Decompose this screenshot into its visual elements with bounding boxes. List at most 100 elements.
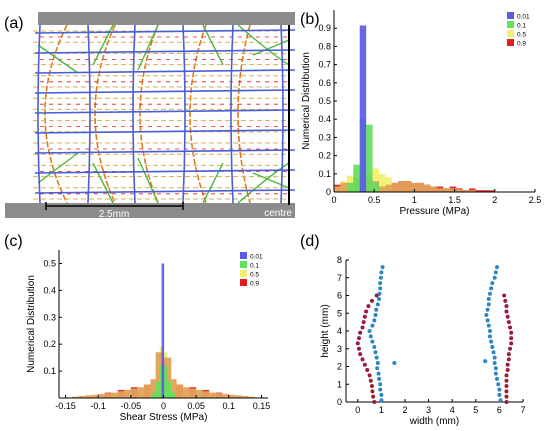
legend-swatch [507, 21, 514, 28]
scatter-point-red-right [509, 336, 514, 341]
histogram-bar-overlap [436, 188, 444, 192]
histogram-bar-overlap [430, 186, 437, 192]
scatter-point-blue-left [378, 382, 383, 387]
scatter-point-red-right [505, 314, 510, 319]
legend-label: 0.1 [517, 23, 526, 30]
scatter-point-red-right [503, 298, 508, 303]
scatter-point-red-left [367, 373, 372, 378]
legend-label: 0.01 [517, 14, 530, 21]
y-axis-label: Numerical Distribution [26, 275, 37, 373]
scatter-point-blue-right [493, 366, 498, 371]
histogram-bar-overlap [150, 379, 156, 398]
x-tick-label: -0.15 [55, 401, 76, 411]
scatter-point-red-left [365, 368, 370, 373]
mesh-grid-row [34, 149, 296, 154]
x-tick-label: 3 [426, 405, 431, 415]
scatter-point-blue-right [487, 291, 492, 296]
scatter-point-red-left [364, 309, 369, 314]
x-tick-label: 0 [331, 195, 336, 205]
mesh-grid-row [34, 129, 296, 134]
mesh-green-line [237, 162, 290, 204]
histogram-bar-overlap [248, 396, 255, 398]
histogram-bar-overlap [72, 396, 79, 398]
x-tick-label: 7 [520, 405, 525, 415]
panel-a-mesh: 2.5mm centre (a) [4, 12, 296, 220]
scatter-point-blue-right [495, 376, 500, 381]
histogram-bar-overlap [98, 393, 105, 398]
histogram-bar-overlap [209, 392, 216, 398]
histogram-bar-overlap [398, 181, 405, 192]
scatter-point-blue-right [489, 339, 494, 344]
y-tick-label: 0.4 [43, 285, 56, 295]
scatter-point-red-left [369, 298, 374, 303]
scatter-point-blue-right [493, 371, 498, 376]
mesh-grid-row [34, 109, 296, 114]
x-tick-label: 2.5 [529, 195, 542, 205]
legend-swatch [507, 30, 514, 37]
scatter-point-red-right [504, 384, 509, 389]
scatter-point-blue-left [372, 344, 377, 349]
legend-swatch [240, 252, 247, 259]
scatter-point-blue-left [370, 339, 375, 344]
legend-swatch [240, 270, 247, 277]
panel-c-chart: (c) -0.15 -0.1 -0.05 0 0.05 0.1 0.15 0.1 0.2 0.3 0… [4, 233, 270, 423]
scatter-point-blue-right [487, 329, 492, 333]
histogram-bar-overlap [85, 395, 92, 398]
x-tick-label: 0.05 [187, 401, 205, 411]
y-tick-label: 0.9 [318, 23, 331, 33]
scatter-point-blue-right [486, 297, 491, 302]
mesh-green-line [252, 39, 290, 56]
scatter-point-blue-right [498, 398, 503, 403]
histogram-bar-0-1 [366, 124, 373, 192]
mesh-grid-row [34, 49, 296, 54]
histogram-bar-overlap [176, 384, 184, 398]
histogram-bar-0-1 [155, 381, 160, 398]
scatter-point-red-left [356, 346, 361, 351]
histogram-bar-overlap [130, 388, 138, 398]
y-tick-label: 2 [337, 362, 342, 372]
histogram-bar-overlap [124, 389, 131, 398]
scatter-point-red-left [355, 341, 360, 346]
scatter-point-red-right [506, 357, 511, 362]
x-tick-label: 1.5 [448, 195, 461, 205]
scatter-point-blue-left [372, 318, 377, 323]
mesh-green-line [137, 24, 159, 71]
scatter-point-blue-left [375, 360, 380, 365]
histogram-bar-overlap [222, 393, 229, 398]
scatter-point-blue-right [484, 313, 489, 318]
scatter-point-red-right [502, 293, 507, 298]
scatter-point-blue-right [489, 286, 494, 291]
histogram-bar-overlap [117, 391, 125, 398]
histogram-bar-overlap [424, 184, 431, 192]
panel-d-chart: (d) 0 1 2 3 4 5 6 7 0 1 2 3 4 5 6 7 8 width (mm) height (m… [300, 233, 526, 427]
legend-swatch [240, 279, 247, 286]
scatter-point-blue-right [492, 275, 497, 280]
scatter-point-red-right [509, 341, 514, 346]
panel-b-label: (b) [300, 11, 320, 28]
histogram-bar-overlap [137, 387, 144, 398]
scatter-point-red-left [361, 320, 366, 325]
y-tick-label: 0.2 [318, 151, 331, 161]
histogram-bar-overlap [143, 384, 151, 398]
legend-label: 0.5 [517, 32, 526, 39]
mesh-arc [44, 24, 68, 204]
histogram-bar-overlap [183, 387, 190, 398]
histogram-bar-overlap [404, 181, 412, 192]
histogram-bar-overlap [456, 189, 463, 192]
histogram-bar-0-1 [171, 392, 176, 398]
legend-label: 0.1 [250, 263, 259, 270]
scatter-point-blue-left [379, 398, 384, 403]
scatter-point-blue-left [376, 371, 381, 376]
y-tick-label: 0.2 [43, 339, 56, 349]
x-tick-label: 1 [379, 405, 384, 415]
x-tick-label: 0 [355, 405, 360, 415]
histogram-bar-0-1 [167, 381, 172, 398]
mesh-grid-row [34, 69, 296, 74]
y-tick-label: 0.5 [43, 258, 56, 268]
scatter-point-red-right [508, 346, 513, 351]
mesh-arc [237, 24, 251, 204]
histogram-bar-overlap [235, 395, 242, 398]
scatter-point-red-left [371, 394, 376, 399]
mesh-grid-column [280, 24, 284, 204]
mesh-grid-column [87, 24, 91, 204]
